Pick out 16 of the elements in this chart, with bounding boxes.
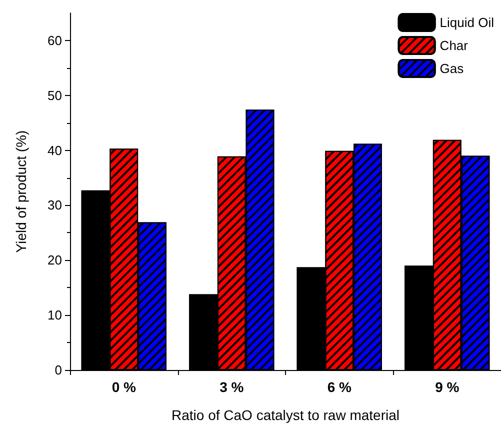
x-tick-label: 6 % [327, 379, 352, 395]
y-tick-label: 30 [48, 198, 62, 213]
x-tick-label: 0 % [112, 379, 136, 395]
y-tick-label: 60 [48, 32, 62, 48]
legend-label: Liquid Oil [440, 15, 494, 30]
y-tick-label: 50 [48, 88, 62, 103]
y-tick-label: 20 [48, 252, 62, 268]
y-tick-label: 0 [54, 362, 62, 378]
legend-label: Gas [440, 61, 464, 76]
x-tick-label: 3 % [220, 379, 244, 395]
y-axis-title: Yield of product (%) [13, 130, 29, 253]
y-tick-label: 10 [48, 308, 62, 323]
legend-label: Char [440, 38, 469, 53]
y-tick-label: 40 [48, 142, 62, 158]
x-axis-title: Ratio of CaO catalyst to raw material [172, 407, 400, 423]
x-tick-label: 9 % [435, 379, 460, 395]
